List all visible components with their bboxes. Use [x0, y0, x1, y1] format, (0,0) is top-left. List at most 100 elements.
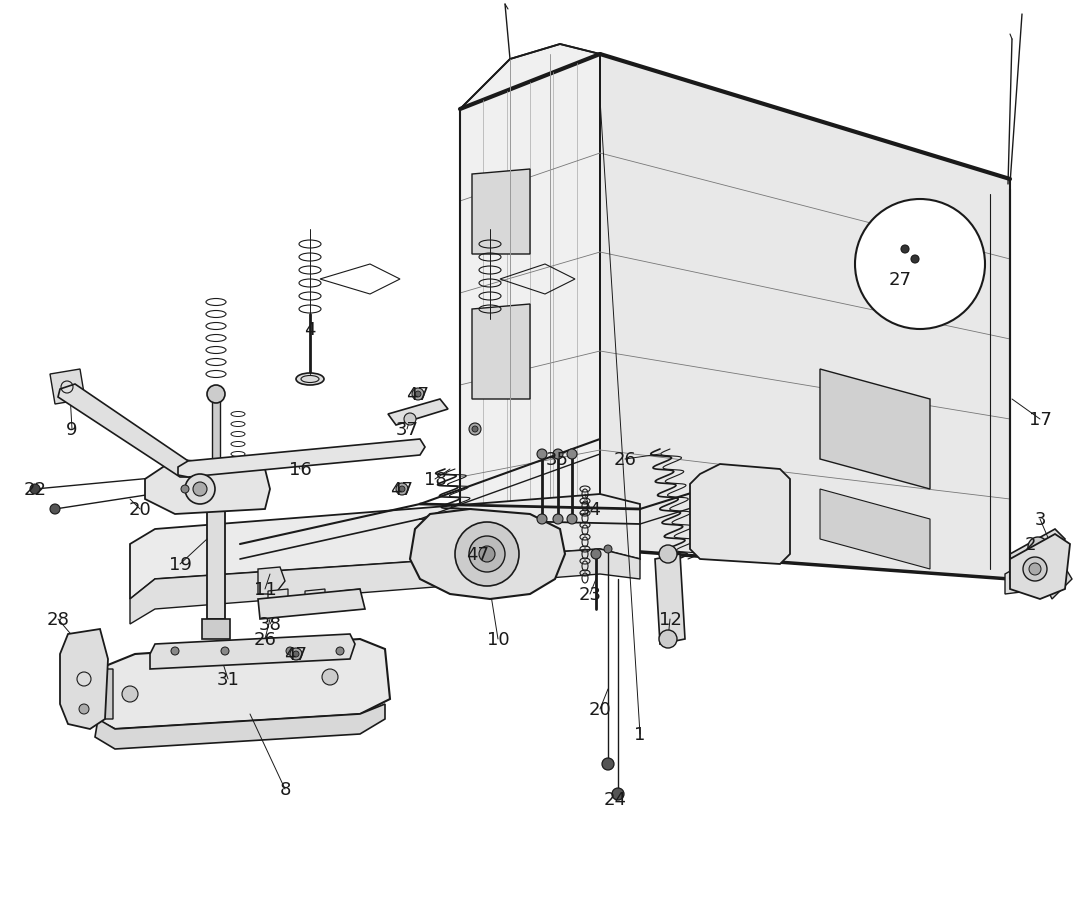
Circle shape: [336, 647, 345, 655]
Text: 26: 26: [613, 450, 636, 469]
Text: 4: 4: [305, 321, 315, 338]
Text: 22: 22: [24, 481, 46, 498]
Polygon shape: [600, 55, 1010, 579]
Circle shape: [604, 545, 612, 553]
Text: 24: 24: [604, 790, 626, 808]
Circle shape: [181, 485, 189, 494]
Text: 23: 23: [579, 585, 602, 604]
Circle shape: [612, 789, 624, 800]
Text: 19: 19: [168, 555, 191, 573]
Circle shape: [411, 389, 424, 401]
Polygon shape: [654, 554, 685, 644]
Circle shape: [1023, 558, 1047, 582]
Polygon shape: [58, 384, 200, 478]
Polygon shape: [178, 439, 426, 478]
Circle shape: [30, 484, 40, 494]
Circle shape: [322, 669, 338, 686]
Circle shape: [659, 630, 677, 648]
Polygon shape: [1005, 554, 1050, 595]
Text: 10: 10: [487, 630, 510, 648]
Circle shape: [1029, 563, 1041, 575]
Circle shape: [404, 414, 416, 425]
Text: 26: 26: [254, 630, 276, 648]
Polygon shape: [1010, 535, 1070, 599]
Circle shape: [537, 515, 546, 525]
Circle shape: [469, 424, 481, 436]
Polygon shape: [212, 400, 220, 464]
Circle shape: [912, 255, 919, 264]
Text: 47: 47: [406, 386, 430, 403]
Polygon shape: [435, 550, 460, 589]
Circle shape: [221, 647, 229, 655]
Polygon shape: [1010, 529, 1065, 577]
Circle shape: [567, 449, 577, 460]
Circle shape: [193, 482, 207, 496]
Polygon shape: [305, 589, 325, 611]
Text: 37: 37: [395, 421, 419, 438]
Polygon shape: [95, 640, 390, 729]
Polygon shape: [820, 490, 930, 570]
Polygon shape: [690, 464, 789, 564]
Text: 27: 27: [889, 271, 912, 289]
Circle shape: [659, 545, 677, 563]
Circle shape: [553, 449, 563, 460]
Circle shape: [286, 647, 294, 655]
Text: 3: 3: [1035, 510, 1045, 528]
Polygon shape: [472, 170, 530, 255]
Text: 47: 47: [467, 545, 489, 563]
Polygon shape: [340, 589, 360, 611]
Text: 12: 12: [659, 610, 681, 629]
Circle shape: [396, 483, 408, 495]
Circle shape: [291, 648, 302, 660]
Text: 35: 35: [545, 450, 568, 469]
Text: 8: 8: [280, 780, 291, 798]
Polygon shape: [145, 460, 270, 515]
Polygon shape: [388, 400, 448, 425]
Polygon shape: [460, 45, 600, 574]
Circle shape: [472, 426, 478, 433]
Polygon shape: [50, 369, 85, 404]
Circle shape: [79, 704, 89, 714]
Text: 28: 28: [46, 610, 69, 629]
Circle shape: [855, 199, 985, 330]
Circle shape: [480, 547, 495, 562]
Text: 11: 11: [254, 581, 276, 598]
Text: 16: 16: [288, 460, 311, 479]
Polygon shape: [258, 567, 285, 595]
Polygon shape: [95, 704, 384, 749]
Polygon shape: [472, 305, 530, 400]
Polygon shape: [207, 464, 225, 619]
Circle shape: [537, 449, 546, 460]
Circle shape: [185, 474, 215, 505]
Text: 31: 31: [217, 670, 240, 688]
Circle shape: [591, 550, 600, 560]
Text: 2: 2: [1024, 536, 1036, 553]
Circle shape: [415, 391, 421, 398]
Polygon shape: [258, 589, 365, 619]
Circle shape: [602, 758, 615, 770]
Polygon shape: [820, 369, 930, 490]
Polygon shape: [60, 630, 108, 729]
Circle shape: [469, 537, 505, 573]
Text: 17: 17: [1028, 411, 1052, 428]
Circle shape: [207, 386, 225, 403]
Circle shape: [901, 245, 909, 254]
Text: 20: 20: [589, 700, 611, 719]
Text: 47: 47: [284, 645, 308, 664]
Circle shape: [455, 522, 519, 586]
Circle shape: [293, 652, 299, 657]
Text: 47: 47: [391, 481, 414, 498]
Text: 38: 38: [258, 616, 282, 633]
Circle shape: [171, 647, 179, 655]
Text: 9: 9: [66, 421, 78, 438]
Polygon shape: [1040, 560, 1072, 599]
Text: 34: 34: [579, 501, 602, 518]
Polygon shape: [150, 634, 355, 669]
Ellipse shape: [296, 374, 324, 386]
Polygon shape: [95, 669, 113, 720]
Circle shape: [553, 515, 563, 525]
Circle shape: [122, 686, 138, 702]
Circle shape: [1028, 538, 1048, 558]
Text: 20: 20: [129, 501, 151, 518]
Polygon shape: [268, 589, 288, 611]
